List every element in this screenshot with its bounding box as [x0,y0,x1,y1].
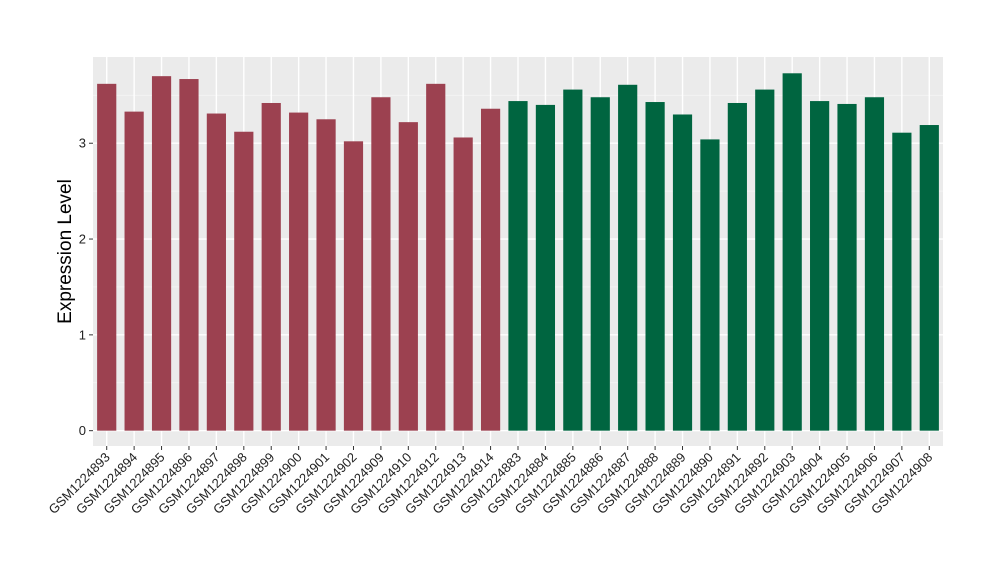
bar [864,97,885,431]
bar [426,83,446,431]
bar [672,114,693,431]
bar [700,139,720,431]
bar [179,79,199,431]
bar [727,102,747,431]
bar [755,89,775,431]
bar [837,103,857,431]
x-axis: GSM1224893GSM1224894GSM1224895GSM1224896… [45,446,935,517]
bar [453,137,473,431]
bar [645,102,665,431]
bar [234,131,254,431]
bar [206,113,226,431]
bar [480,108,501,431]
y-tick-label: 1 [79,327,86,342]
bar [508,101,528,431]
bar [343,141,364,431]
bar [782,73,802,431]
bar [124,111,144,431]
bar [371,97,391,431]
bar [810,101,830,431]
bar [563,89,583,431]
bar [590,97,610,431]
y-axis-title: Expression Level [55,179,76,324]
bar [316,119,336,431]
y-tick-label: 2 [79,232,86,247]
bars [97,73,939,431]
bar [535,104,556,431]
y-axis: 0 1 2 3 [79,136,93,438]
bar [618,84,638,431]
bar [398,122,418,431]
y-tick-label: 3 [79,136,86,151]
bar [97,83,117,431]
y-tick-label: 0 [79,423,86,438]
bar [919,125,939,431]
bar [261,102,281,431]
bar [289,112,309,431]
bar [151,76,172,431]
bar [892,132,912,431]
